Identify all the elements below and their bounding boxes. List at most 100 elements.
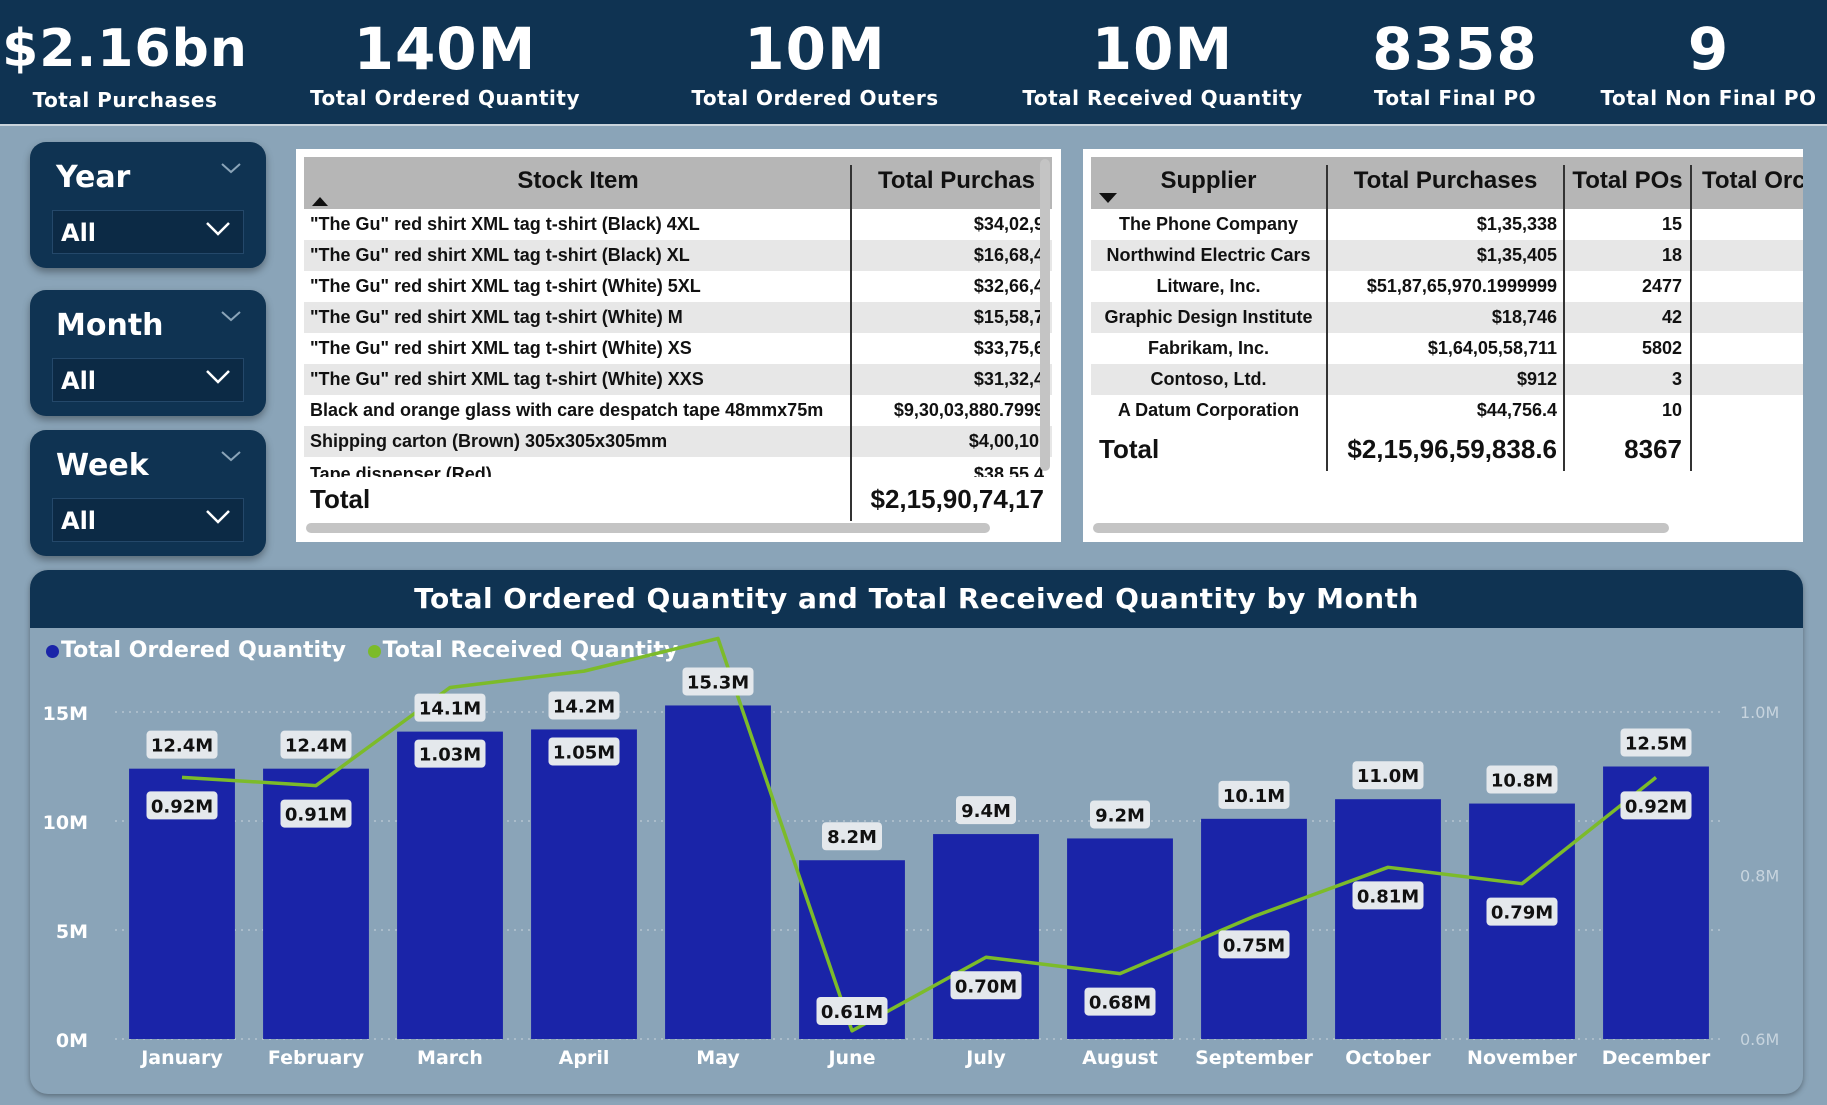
- line-data-label-box: [548, 737, 620, 766]
- stock-item-cell: "The Gu" red shirt XML tag t-shirt (Whit…: [310, 276, 701, 296]
- column-header-stock-item[interactable]: Stock Item: [517, 167, 639, 194]
- table-row[interactable]: Contoso, Ltd. $912 3: [1091, 364, 1803, 395]
- bar-data-label-box: [1620, 728, 1692, 757]
- line-data-label: 0.92M: [151, 796, 213, 817]
- table-row[interactable]: Northwind Electric Cars $1,35,405 18: [1091, 240, 1803, 271]
- total-purchases-cell: $16,68,4: [973, 245, 1044, 265]
- supplier-table: Supplier Total Purchases Total POs Total…: [1083, 149, 1803, 542]
- table-row[interactable]: Black and orange glass with care despatc…: [304, 395, 1052, 426]
- line-data-label-box: [1352, 881, 1424, 910]
- table-row[interactable]: "The Gu" red shirt XML tag t-shirt (Blac…: [304, 240, 1052, 271]
- legend-item-ordered[interactable]: Total Ordered Quantity: [46, 638, 346, 663]
- kpi-value: 10M: [1091, 15, 1234, 83]
- total-ordered-cell: [1692, 209, 1803, 240]
- total-label: Total: [1099, 434, 1160, 464]
- table-row[interactable]: Shipping carton (Brown) 305x305x305mm $4…: [304, 426, 1052, 457]
- table-header: [1091, 157, 1803, 209]
- y-axis-left-tick-label: 5M: [56, 921, 88, 943]
- table-row[interactable]: "The Gu" red shirt XML tag t-shirt (Whit…: [304, 333, 1052, 364]
- bar-data-label: 12.4M: [285, 736, 347, 757]
- chevron-down-icon[interactable]: [220, 162, 242, 174]
- total-purchases-cell: $1,35,405: [1476, 245, 1557, 265]
- x-axis-tick-label: August: [1082, 1047, 1158, 1069]
- year-dropdown[interactable]: All: [52, 210, 244, 254]
- line-data-label-box: [816, 997, 888, 1025]
- column-header-total-pos[interactable]: Total POs: [1572, 167, 1683, 194]
- bar-data-label: 11.0M: [1357, 766, 1419, 787]
- sort-ascending-icon[interactable]: [312, 197, 328, 206]
- table-row[interactable]: "The Gu" red shirt XML tag t-shirt (Whit…: [304, 364, 1052, 395]
- column-header-total-purchases[interactable]: Total Purchases: [1353, 167, 1538, 194]
- stock-item-cell: "The Gu" red shirt XML tag t-shirt (Blac…: [310, 214, 700, 234]
- table-row[interactable]: "The Gu" red shirt XML tag t-shirt (Blac…: [304, 209, 1052, 240]
- total-ordered-cell: [1692, 333, 1803, 364]
- total-ordered-cell: [1692, 271, 1803, 302]
- total-purchases-cell: $44,756.4: [1476, 400, 1557, 420]
- horizontal-scrollbar[interactable]: [306, 523, 990, 533]
- line-data-label-box: [1084, 987, 1156, 1016]
- week-dropdown[interactable]: All: [52, 498, 244, 542]
- column-header-total-purchases[interactable]: Total Purchas: [878, 167, 1035, 194]
- year-slicer: Year All: [30, 142, 266, 268]
- table-row[interactable]: Tape dispenser (Red) $38,55,4: [304, 457, 1052, 477]
- chevron-down-icon: [206, 370, 230, 384]
- column-header-total-ordered[interactable]: Total Orc: [1702, 167, 1803, 194]
- total-purchases-cell: $1,64,05,58,711: [1427, 338, 1557, 358]
- vertical-scrollbar[interactable]: [1040, 159, 1050, 471]
- table-row[interactable]: A Datum Corporation $44,756.4 10: [1091, 395, 1803, 426]
- bar: [1201, 818, 1307, 1039]
- sort-descending-icon[interactable]: [1099, 193, 1117, 203]
- column-header-supplier[interactable]: Supplier: [1160, 167, 1257, 194]
- bar-data-label: 14.2M: [553, 696, 615, 717]
- line-data-label: 0.91M: [285, 805, 347, 826]
- total-purchases-cell: $33,75,6: [973, 338, 1044, 358]
- bar-data-label-box: [1218, 780, 1290, 809]
- line-data-label: 0.81M: [1357, 886, 1419, 907]
- total-ordered-cell: [1692, 240, 1803, 271]
- total-pos-cell: 5802: [1641, 338, 1682, 358]
- line-data-label-box: [280, 799, 352, 828]
- y-axis-right-tick-label: 1.0M: [1740, 703, 1779, 722]
- table-row[interactable]: Fabrikam, Inc. $1,64,05,58,711 5802: [1091, 333, 1803, 364]
- supplier-cell: Litware, Inc.: [1156, 276, 1261, 296]
- total-pos-cell: 3: [1671, 369, 1682, 389]
- table-row[interactable]: "The Gu" red shirt XML tag t-shirt (Whit…: [304, 302, 1052, 333]
- line-data-label: 0.75M: [1223, 935, 1285, 956]
- bar-data-label-box: [548, 691, 620, 720]
- kpi-value: 140M: [353, 15, 537, 83]
- total-ordered-cell: [1692, 395, 1803, 426]
- supplier-cell: Northwind Electric Cars: [1106, 245, 1311, 265]
- kpi-total-non-final-po: 9 Total Non Final PO: [1590, 0, 1827, 124]
- table-row[interactable]: Graphic Design Institute $18,746 42: [1091, 302, 1803, 333]
- chevron-down-icon[interactable]: [220, 310, 242, 322]
- table-total-row: Total $2,15,90,74,17: [304, 477, 1052, 521]
- x-axis-tick-label: January: [139, 1047, 223, 1069]
- chart-title: Total Ordered Quantity and Total Receive…: [414, 582, 1419, 615]
- total-pos-cell: 42: [1661, 307, 1682, 327]
- dropdown-value: All: [61, 507, 97, 535]
- total-purchases-cell: $18,746: [1491, 307, 1557, 327]
- kpi-value: $2.16bn: [2, 19, 248, 79]
- supplier-cell: The Phone Company: [1118, 214, 1298, 234]
- chevron-down-icon[interactable]: [220, 450, 242, 462]
- bar: [933, 834, 1039, 1039]
- table-header: [304, 157, 1052, 209]
- bar-data-label: 12.4M: [151, 736, 213, 757]
- bar-data-label: 10.1M: [1223, 786, 1285, 807]
- y-axis-left-tick-label: 15M: [43, 703, 88, 725]
- total-ordered-cell: [1692, 364, 1803, 395]
- x-axis-tick-label: April: [559, 1047, 610, 1069]
- dropdown-value: All: [61, 219, 97, 247]
- line-data-label-box: [414, 739, 486, 768]
- horizontal-scrollbar[interactable]: [1093, 523, 1669, 533]
- line-data-label-box: [950, 971, 1022, 1000]
- bar-data-label: 9.2M: [1095, 805, 1145, 826]
- line-data-label: 1.03M: [419, 745, 481, 766]
- bar: [1335, 799, 1441, 1039]
- month-dropdown[interactable]: All: [52, 358, 244, 402]
- line-data-label-box: [1218, 930, 1290, 959]
- bar: [531, 729, 637, 1039]
- table-row[interactable]: The Phone Company $1,35,338 15: [1091, 209, 1803, 240]
- table-row[interactable]: "The Gu" red shirt XML tag t-shirt (Whit…: [304, 271, 1052, 302]
- table-row[interactable]: Litware, Inc. $51,87,65,970.1999999 2477: [1091, 271, 1803, 302]
